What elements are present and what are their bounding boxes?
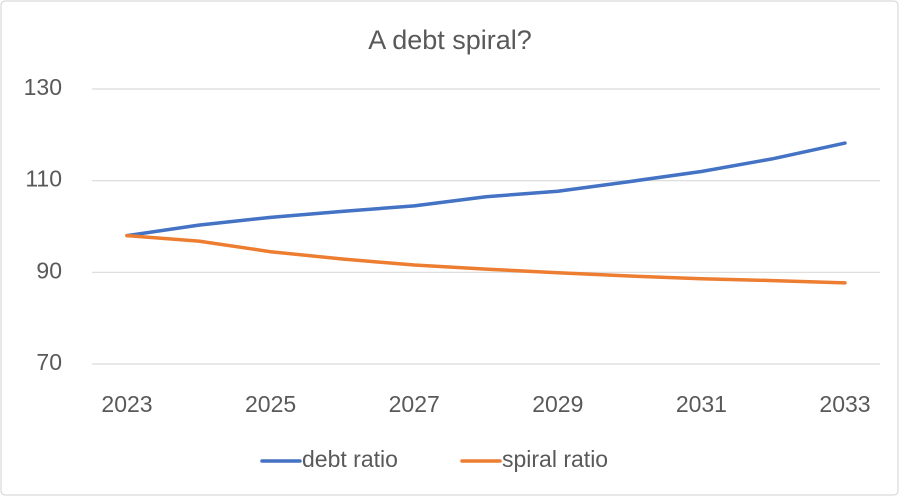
chart-title: A debt spiral? bbox=[368, 25, 532, 55]
y-tick-label: 90 bbox=[36, 257, 62, 283]
x-tick-label: 2031 bbox=[676, 391, 727, 417]
data-line bbox=[125, 233, 847, 285]
x-tick-label: 2029 bbox=[532, 391, 583, 417]
x-tick-label: 2023 bbox=[101, 391, 152, 417]
y-tick-label: 110 bbox=[25, 166, 62, 192]
x-tick-label: 2027 bbox=[389, 391, 440, 417]
y-tick-label: 130 bbox=[24, 74, 62, 100]
x-tick-label: 2033 bbox=[819, 391, 870, 417]
data-line bbox=[125, 141, 847, 238]
y-tick-label: 70 bbox=[36, 349, 62, 375]
legend-label: debt ratio bbox=[302, 446, 398, 472]
x-tick-label: 2025 bbox=[245, 391, 296, 417]
legend-label: spiral ratio bbox=[502, 446, 608, 472]
